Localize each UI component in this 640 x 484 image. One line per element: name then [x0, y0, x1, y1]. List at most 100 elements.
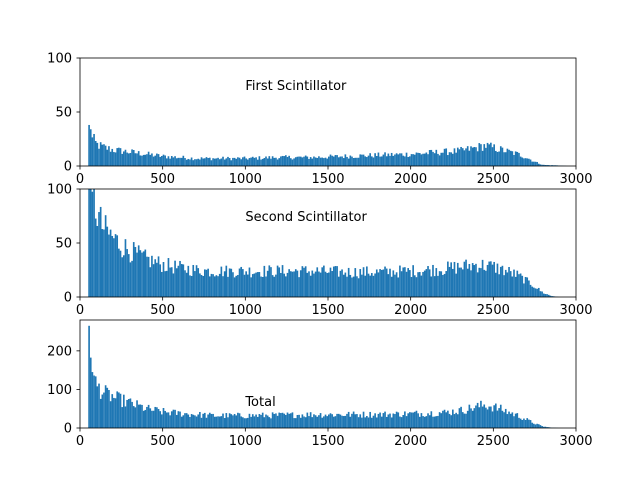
histogram-bar — [103, 144, 105, 166]
histogram-bar — [100, 399, 102, 428]
y-tick-label: 50 — [55, 237, 72, 252]
histogram-bar — [437, 416, 439, 428]
histogram-bar — [378, 153, 380, 166]
histogram-bar — [437, 154, 439, 166]
histogram-bar — [485, 408, 487, 428]
histogram-bar — [313, 157, 315, 166]
histogram-bar — [502, 411, 504, 428]
histogram-bar — [235, 415, 237, 428]
histogram-bar — [161, 156, 163, 166]
histogram-bar — [323, 158, 325, 166]
histogram-bar — [125, 406, 127, 428]
histogram-bar — [477, 403, 479, 428]
histogram-bar — [442, 153, 444, 166]
histogram-bar — [384, 267, 386, 297]
histogram-bar — [116, 391, 118, 428]
histogram-bar — [211, 160, 213, 166]
histogram-bar — [282, 413, 284, 428]
histogram-bar — [391, 417, 393, 428]
histogram-bar — [507, 414, 509, 428]
histogram-bar — [158, 256, 160, 297]
histogram-bar — [397, 277, 399, 297]
histogram-bar — [518, 153, 520, 166]
histogram-bar — [358, 278, 360, 297]
histogram-bar — [345, 154, 347, 166]
histogram-bar — [252, 414, 254, 428]
histogram-bar — [280, 413, 282, 428]
histogram-bar — [330, 155, 332, 166]
histogram-bar — [143, 411, 145, 428]
histogram-bar — [264, 266, 266, 297]
histogram-bar — [171, 411, 173, 428]
histogram-bar — [120, 251, 122, 297]
histogram-bar — [101, 145, 103, 166]
histogram-bar — [384, 152, 386, 166]
histogram-bar — [512, 276, 514, 297]
histogram-bar — [108, 146, 110, 166]
y-tick-label: 100 — [47, 183, 72, 198]
histogram-bar — [90, 358, 92, 428]
histogram-bar — [272, 156, 274, 166]
histogram-bar — [323, 416, 325, 428]
panel-annotation: First Scintillator — [245, 79, 347, 94]
histogram-bar — [245, 158, 247, 166]
histogram-bar — [490, 143, 492, 166]
histogram-bar — [538, 288, 540, 297]
panel-annotation: Second Scintillator — [245, 210, 367, 225]
histogram-bar — [516, 413, 518, 428]
histogram-bar — [521, 276, 523, 297]
x-tick-label: 2000 — [394, 434, 427, 449]
histogram-bar — [336, 266, 338, 297]
histogram-bar — [159, 411, 161, 428]
histogram-bar — [192, 160, 194, 166]
histogram-bar — [262, 413, 264, 428]
histogram-bar — [528, 159, 530, 166]
histogram-bar — [204, 158, 206, 166]
histogram-bar — [421, 276, 423, 297]
histogram-bar — [201, 275, 203, 297]
histogram-bar — [422, 272, 424, 297]
histogram-bar — [421, 154, 423, 166]
histogram-bar — [302, 157, 304, 166]
histogram-bar — [429, 269, 431, 297]
histogram-bar — [467, 269, 469, 297]
histogram-bar — [378, 272, 380, 297]
histogram-bar — [338, 157, 340, 166]
histogram-bar — [404, 156, 406, 166]
histogram-bar — [349, 156, 351, 166]
histogram-bar — [136, 400, 138, 428]
histogram-bar — [234, 414, 236, 428]
histogram-bar — [268, 265, 270, 297]
histogram-bar — [396, 412, 398, 428]
histogram-bar — [503, 412, 505, 428]
histogram-bar — [323, 266, 325, 297]
histogram-bar — [411, 412, 413, 428]
histogram-bar — [113, 238, 115, 297]
histogram-bar — [321, 158, 323, 166]
histogram-bar — [335, 266, 337, 297]
histogram-bar — [161, 414, 163, 428]
histogram-bar — [144, 410, 146, 428]
histogram-bar — [166, 412, 168, 428]
histogram-bar — [156, 154, 158, 166]
histogram-bar — [426, 416, 428, 428]
histogram-bar — [303, 157, 305, 166]
histogram-bar — [273, 277, 275, 297]
histogram-bar — [275, 275, 277, 297]
histogram-bar — [214, 417, 216, 428]
histogram-bar — [470, 408, 472, 428]
histogram-bar — [464, 150, 466, 166]
histogram-bar — [212, 274, 214, 297]
histogram-bar — [123, 255, 125, 297]
histogram-bar — [348, 268, 350, 297]
histogram-bar — [254, 274, 256, 297]
histogram-bar — [140, 250, 142, 297]
histogram-bar — [364, 417, 366, 428]
histogram-bar — [528, 280, 530, 297]
histogram-bar — [457, 148, 459, 166]
histogram-bar — [197, 414, 199, 428]
histogram-bar — [265, 415, 267, 428]
histogram-bar — [442, 411, 444, 428]
histogram-bar — [361, 155, 363, 166]
histogram-bar — [273, 414, 275, 428]
